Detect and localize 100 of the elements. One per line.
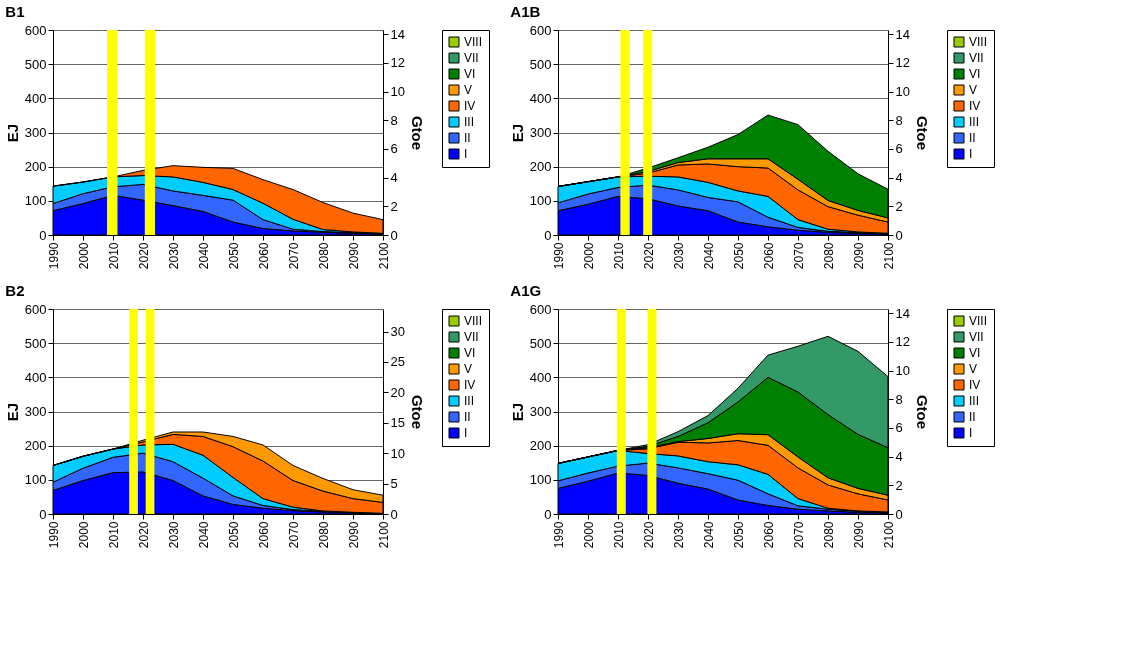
x-tick-label: 2100 <box>376 242 391 270</box>
legend-label: I <box>969 426 973 440</box>
y2-tick-label: 4 <box>895 449 903 465</box>
y-tick-label: 500 <box>24 335 47 351</box>
x-tick-label: 2080 <box>316 521 331 549</box>
chart-title: B1 <box>5 3 25 20</box>
legend-label: IV <box>464 99 476 113</box>
y-axis-title: EJ <box>508 402 526 422</box>
y2-tick-label: 12 <box>895 55 910 71</box>
legend-label: I <box>464 147 468 161</box>
x-tick-label: 2000 <box>76 242 91 270</box>
x-tick-label: 2050 <box>226 521 241 549</box>
legend-label: VIII <box>969 35 988 49</box>
x-tick-label: 2020 <box>641 242 656 270</box>
y2-tick-label: 20 <box>390 384 405 400</box>
y-tick-label: 300 <box>529 125 552 140</box>
y-tick-label: 0 <box>39 227 47 243</box>
x-tick-label: 2090 <box>851 242 866 270</box>
x-tick-label: 2050 <box>226 242 241 270</box>
x-tick-label: 2060 <box>256 242 271 270</box>
y-tick-label: 200 <box>24 159 47 175</box>
x-tick-label: 2030 <box>671 521 686 549</box>
y-tick-label: 200 <box>529 438 552 454</box>
y2-tick-label: 4 <box>895 170 903 186</box>
x-tick-label: 2000 <box>581 242 596 270</box>
legend-label: II <box>464 131 471 145</box>
y2-tick-label: 0 <box>895 506 903 522</box>
y-tick-label: 600 <box>24 301 47 317</box>
legend-label: II <box>464 410 471 424</box>
y2-tick-label: 6 <box>390 141 398 157</box>
legend-label: III <box>464 115 475 129</box>
chart-title: A1B <box>510 3 541 20</box>
legend-label: VIII <box>464 35 483 49</box>
legend-label: VI <box>464 346 476 360</box>
legend-label: VIII <box>464 314 483 328</box>
x-tick-label: 1990 <box>551 521 566 549</box>
y-tick-label: 600 <box>529 301 552 317</box>
legend-label: V <box>969 362 978 376</box>
y-tick-label: 100 <box>529 193 552 209</box>
y2-tick-label: 5 <box>390 476 398 492</box>
x-tick-label: 2090 <box>346 242 361 270</box>
x-tick-label: 2060 <box>761 521 776 549</box>
y-axis-title: EJ <box>508 123 526 143</box>
x-tick-label: 2030 <box>166 242 181 270</box>
y-tick-label: 0 <box>544 227 552 243</box>
legend-label: V <box>969 83 978 97</box>
x-tick-label: 1990 <box>46 521 61 549</box>
legend-label: IV <box>969 99 981 113</box>
y2-tick-label: 25 <box>390 354 405 370</box>
y-tick-label: 500 <box>529 56 552 72</box>
x-tick-label: 1990 <box>46 242 61 270</box>
legend-label: VI <box>969 346 981 360</box>
legend-label: II <box>969 131 976 145</box>
legend-label: IV <box>464 378 476 392</box>
y2-tick-label: 10 <box>895 84 910 100</box>
x-tick-label: 2030 <box>166 521 181 549</box>
y-tick-label: 100 <box>24 472 47 488</box>
x-tick-label: 2100 <box>881 521 896 549</box>
y2-tick-label: 2 <box>390 198 398 214</box>
y2-tick-label: 6 <box>895 141 903 157</box>
x-tick-label: 2060 <box>256 521 271 549</box>
x-tick-label: 2060 <box>761 242 776 270</box>
legend-label: VII <box>969 330 984 344</box>
y2-axis-title: Gtoe <box>913 394 931 430</box>
legend-label: II <box>969 410 976 424</box>
y2-tick-label: 0 <box>390 506 398 522</box>
x-tick-label: 2070 <box>791 521 806 549</box>
y2-tick-label: 14 <box>390 26 405 42</box>
y-tick-label: 400 <box>529 90 552 106</box>
y2-tick-label: 8 <box>390 112 398 128</box>
legend-label: I <box>464 426 468 440</box>
y2-axis-title: Gtoe <box>408 115 426 151</box>
y2-tick-label: 6 <box>895 420 903 436</box>
x-tick-label: 2030 <box>671 242 686 270</box>
x-tick-label: 2040 <box>196 242 211 270</box>
y2-tick-label: 10 <box>390 445 405 461</box>
x-tick-label: 2100 <box>881 242 896 270</box>
x-tick-label: 2020 <box>136 242 151 270</box>
y2-tick-label: 12 <box>895 334 910 350</box>
chart-title: A1G <box>510 282 542 299</box>
y-tick-label: 200 <box>529 159 552 175</box>
y2-tick-label: 30 <box>390 324 405 340</box>
y-tick-label: 100 <box>529 472 552 488</box>
y-tick-label: 500 <box>529 335 552 351</box>
y2-tick-label: 0 <box>390 227 398 243</box>
x-tick-label: 2040 <box>196 521 211 549</box>
x-tick-label: 2050 <box>731 242 746 270</box>
y2-tick-label: 4 <box>390 170 398 186</box>
x-tick-label: 2070 <box>286 242 301 270</box>
x-tick-label: 2010 <box>611 242 626 270</box>
x-tick-label: 2100 <box>376 521 391 549</box>
y-axis-title: EJ <box>3 402 21 422</box>
y-tick-label: 500 <box>24 56 47 72</box>
y2-tick-label: 15 <box>390 415 405 431</box>
y2-tick-label: 0 <box>895 227 903 243</box>
x-tick-label: 2080 <box>821 242 836 270</box>
y2-tick-label: 10 <box>390 84 405 100</box>
x-tick-label: 2020 <box>641 521 656 549</box>
legend-label: III <box>464 394 475 408</box>
legend-label: VII <box>969 51 984 65</box>
